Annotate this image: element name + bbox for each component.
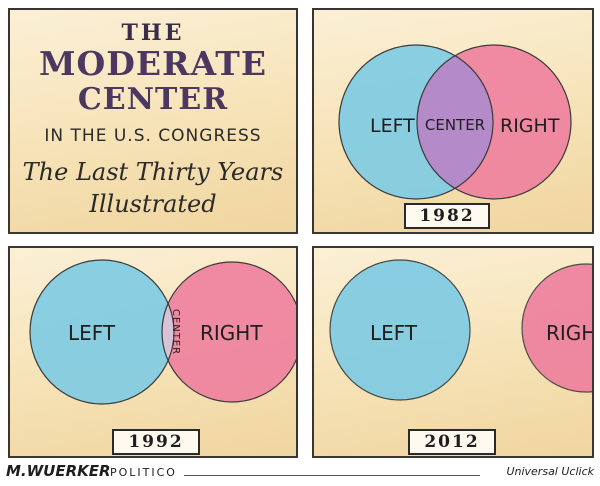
syndicate-credit: Universal Uclick — [506, 465, 594, 478]
left-circle — [30, 260, 174, 404]
left-label: LEFT — [370, 321, 418, 345]
title-center: CENTER — [77, 82, 229, 117]
venn-1992: LEFT CENTER RIGHT — [29, 259, 296, 405]
title-subtitle-illustrated: Illustrated — [89, 190, 217, 218]
title-subtitle-congress: IN THE U.S. CONGRESS — [44, 126, 262, 146]
title-panel: THE MODERATE CENTER IN THE U.S. CONGRESS… — [8, 8, 298, 234]
year-label-2012: 2012 — [408, 429, 496, 455]
panel-2012: LEFT RIGH 2012 — [312, 246, 594, 458]
year-label-1992: 1992 — [112, 429, 200, 455]
center-label: CENTER — [425, 116, 485, 134]
right-label: RIGHT — [200, 321, 263, 345]
panel-1982: LEFT CENTER RIGHT 1982 — [312, 8, 594, 234]
title-moderate: MODERATE — [39, 44, 267, 83]
left-circle — [329, 259, 471, 401]
left-label: LEFT — [68, 321, 116, 345]
footer-divider — [184, 475, 480, 476]
title-the: THE — [121, 20, 185, 46]
artist-signature: M.WUERKER — [6, 462, 111, 480]
center-overlap — [417, 45, 493, 199]
venn-2012: LEFT RIGH — [329, 259, 594, 401]
right-label: RIGHT — [500, 115, 560, 137]
footer: M.WUERKER POLITICO Universal Uclick — [0, 460, 600, 486]
right-circle — [162, 262, 296, 402]
venn-1982: LEFT CENTER RIGHT — [338, 44, 572, 200]
panel-1992: LEFT CENTER RIGHT 1992 — [8, 246, 298, 458]
center-label: CENTER — [170, 309, 181, 355]
title-subtitle-years: The Last Thirty Years — [22, 158, 284, 186]
year-label-1982: 1982 — [404, 203, 490, 229]
right-circle — [521, 263, 592, 393]
publication-name: POLITICO — [110, 466, 177, 479]
left-label: LEFT — [370, 115, 415, 137]
right-label: RIGH — [546, 321, 594, 345]
